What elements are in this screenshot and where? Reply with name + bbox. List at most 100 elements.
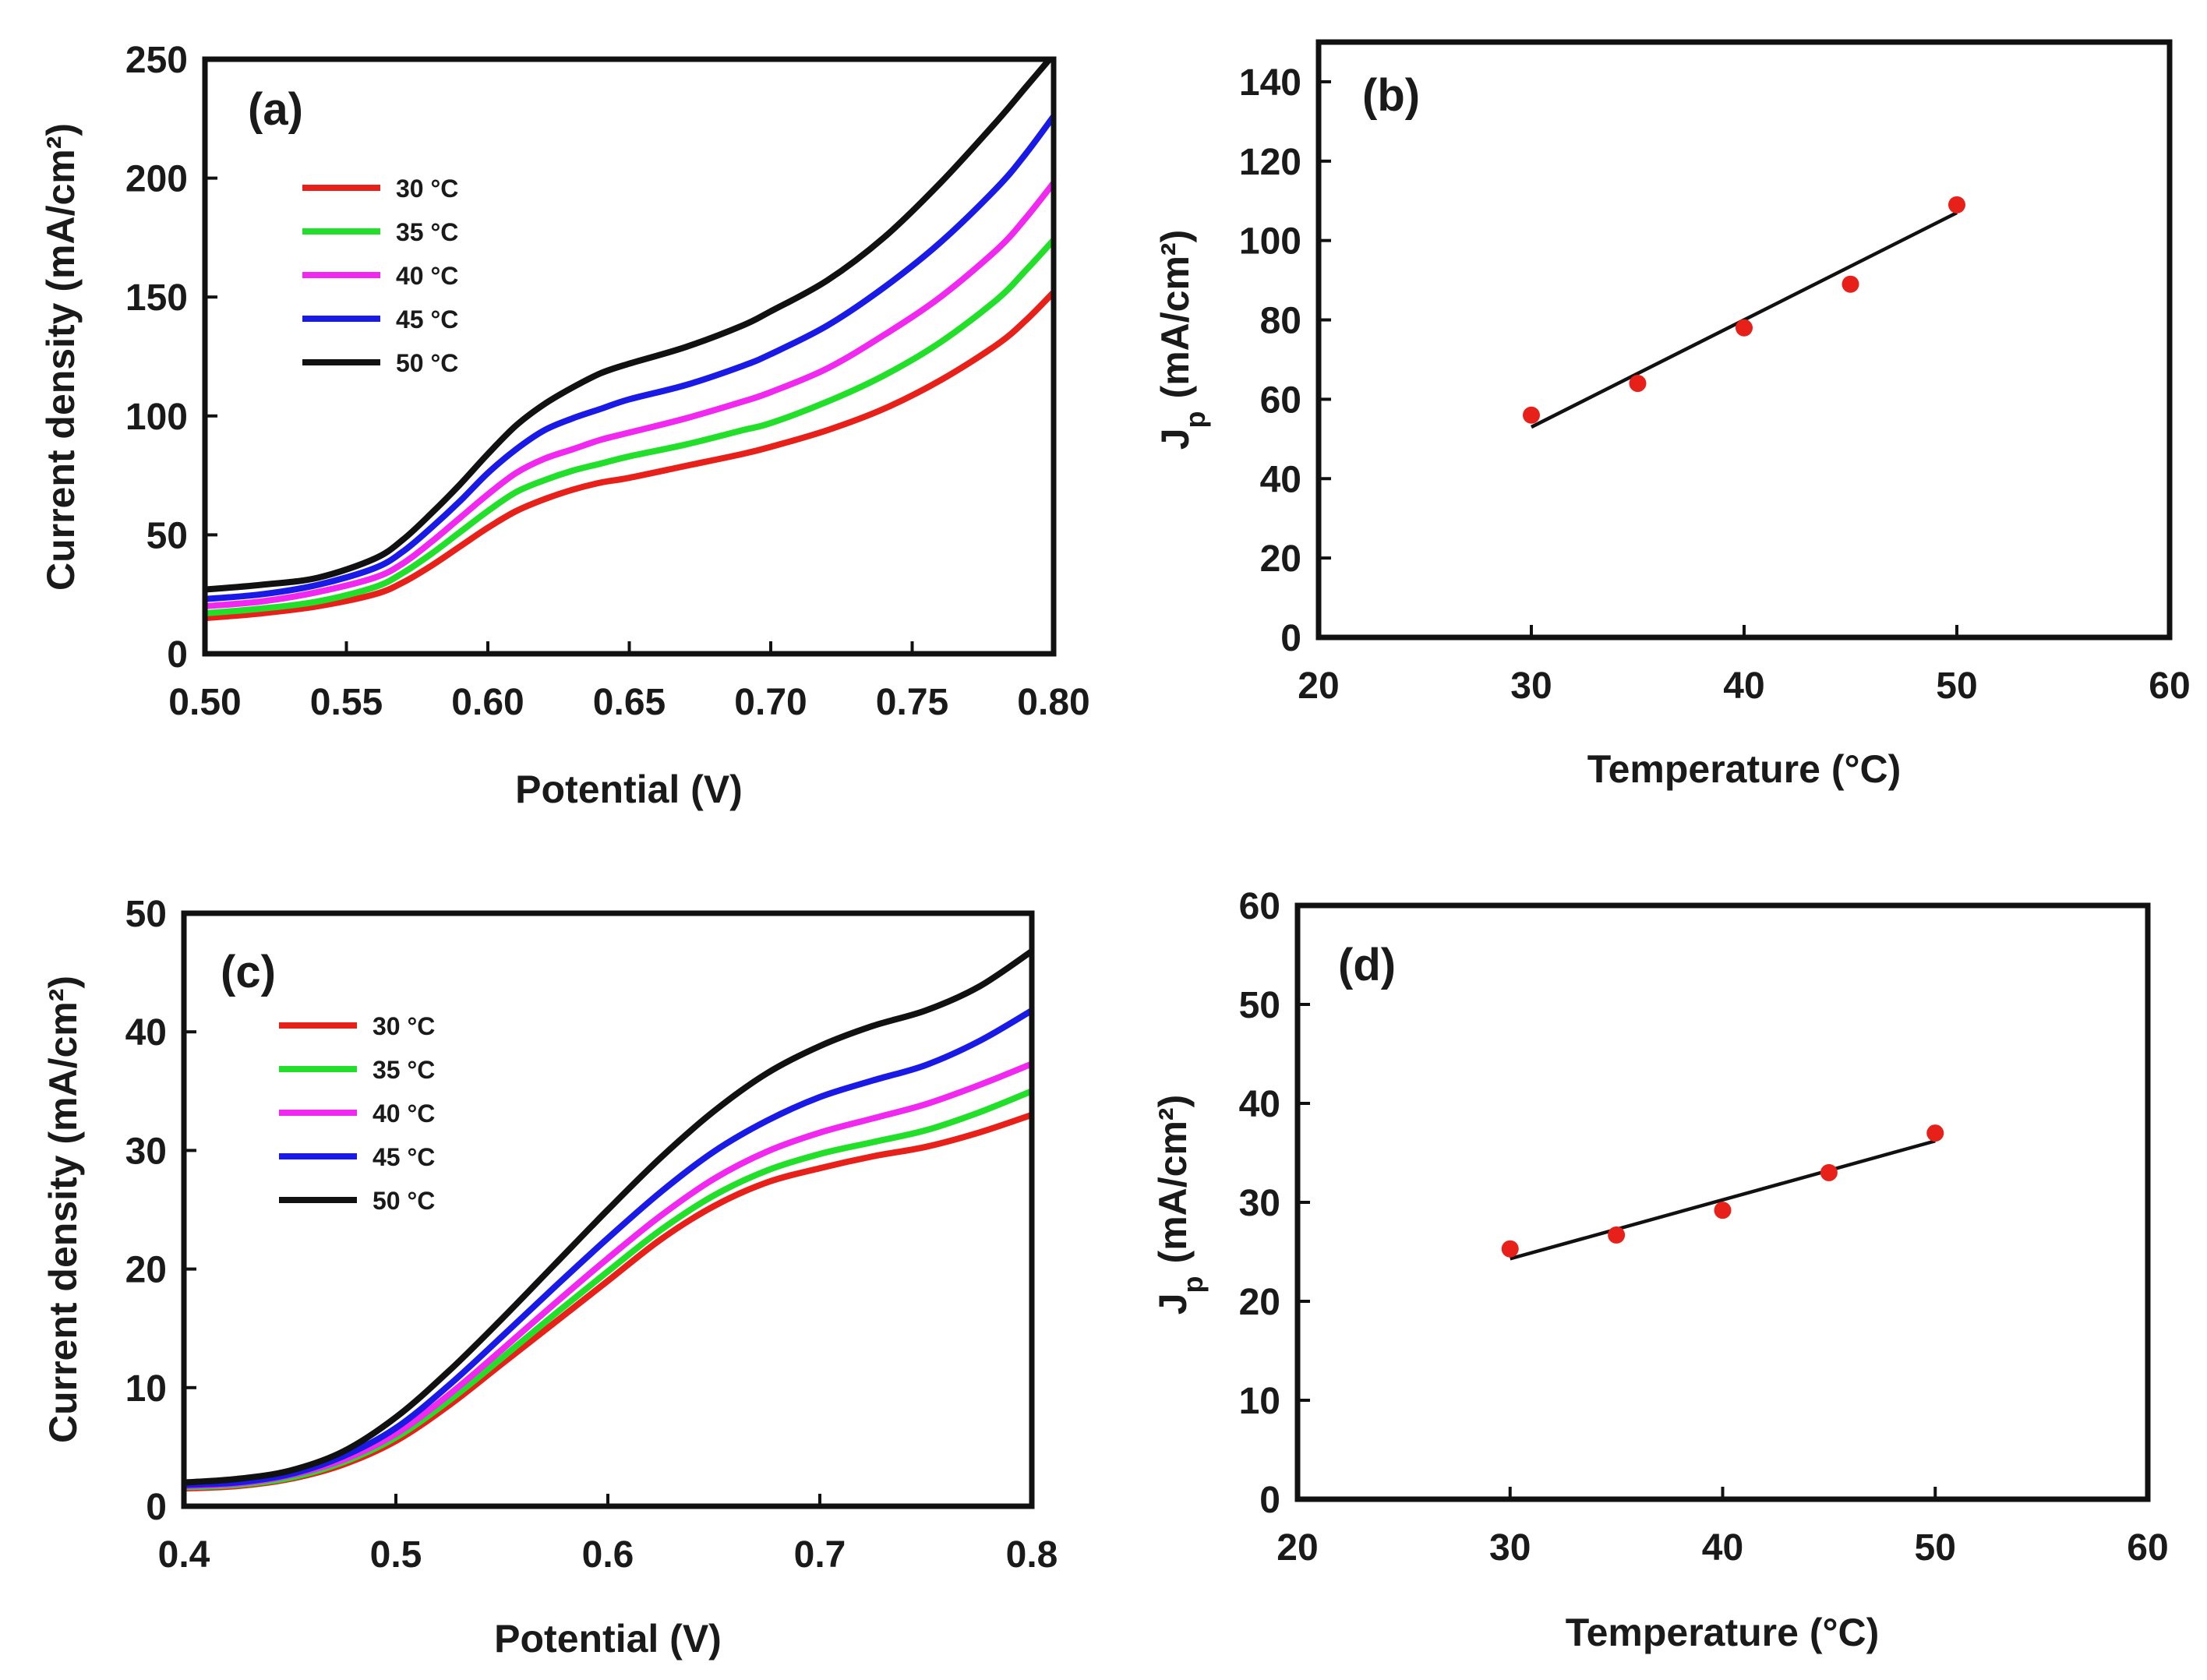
plot-frame-d [1294, 902, 2151, 1502]
y-tick-label-b: 20 [1260, 538, 1301, 580]
data-point-b-4 [1948, 196, 1965, 214]
panel-label-d: (d) [1338, 940, 1396, 990]
y-axis-label-sub-b: p [1179, 411, 1211, 428]
data-point-b-2 [1736, 319, 1753, 337]
data-point-b-3 [1842, 275, 1859, 293]
y-tick-label-b: 0 [1280, 618, 1301, 659]
x-tick-label-a: 0.60 [451, 682, 524, 723]
x-tick-label-b: 60 [2149, 665, 2190, 707]
panel-label-c: (c) [221, 947, 276, 997]
x-tick-label-b: 30 [1510, 665, 1552, 707]
y-tick-label-a: 100 [125, 397, 188, 438]
panel-label-b: (b) [1362, 70, 1420, 121]
x-tick-label-a: 0.55 [310, 682, 383, 723]
x-tick-label-d: 40 [1702, 1527, 1743, 1569]
series-line-a-0 [205, 290, 1054, 622]
y-tick-label-c: 20 [125, 1250, 167, 1291]
x-axis-label-d: Temperature (°C) [1566, 1611, 1879, 1654]
plot-frame-a [202, 56, 1057, 657]
legend-label-c-3: 45 °C [373, 1143, 435, 1171]
y-tick-label-d: 60 [1239, 886, 1280, 927]
data-point-b-1 [1629, 375, 1647, 393]
data-point-d-4 [1926, 1124, 1944, 1142]
y-tick-label-c: 50 [125, 894, 167, 935]
x-tick-label-c: 0.8 [1006, 1534, 1058, 1576]
x-tick-label-c: 0.5 [370, 1534, 422, 1576]
fit-line-d [1510, 1139, 1936, 1261]
y-axis-label-rest-b: (mA/cm²) [1153, 230, 1197, 399]
legend-label-c-4: 50 °C [373, 1187, 435, 1215]
legend-label-c-2: 40 °C [373, 1099, 435, 1128]
plot-frame-b [1315, 39, 2173, 641]
legend-label-a-0: 30 °C [396, 175, 458, 203]
data-point-d-0 [1501, 1240, 1519, 1258]
legend-label-c-0: 30 °C [373, 1012, 435, 1040]
y-tick-label-d: 0 [1259, 1480, 1280, 1521]
y-tick-label-a: 50 [147, 515, 188, 556]
legend-c: 30 °C 35 °C 40 °C 45 °C 50 °C [279, 1012, 435, 1215]
x-tick-label-d: 60 [2127, 1527, 2168, 1569]
y-axis-label-rest-d: (mA/cm²) [1151, 1095, 1195, 1264]
x-tick-label-a: 0.50 [168, 682, 241, 723]
y-tick-label-c: 10 [125, 1368, 167, 1410]
y-tick-label-b: 40 [1260, 459, 1301, 500]
series-line-a-1 [205, 238, 1054, 617]
x-tick-label-a: 0.75 [876, 682, 948, 723]
legend-label-a-3: 45 °C [396, 305, 458, 334]
x-tick-label-b: 50 [1936, 665, 1977, 707]
x-tick-label-c: 0.6 [582, 1534, 634, 1576]
panel-d: 20 30 40 50 60 0 10 20 30 40 50 60 Jp (mA/cm²) (d) Temp… [1151, 886, 2169, 1654]
series-line-a-2 [205, 181, 1054, 609]
y-tick-label-a: 0 [167, 634, 188, 676]
y-tick-label-b: 140 [1239, 62, 1301, 104]
y-tick-label-b: 80 [1260, 301, 1301, 342]
x-tick-label-a: 0.65 [593, 682, 666, 723]
y-tick-label-d: 20 [1239, 1282, 1280, 1323]
y-tick-label-d: 50 [1239, 985, 1280, 1026]
data-point-d-1 [1608, 1226, 1626, 1244]
x-tick-label-a: 0.80 [1017, 682, 1089, 723]
panel-label-a: (a) [248, 84, 303, 135]
y-tick-label-c: 40 [125, 1012, 167, 1054]
y-tick-label-b: 120 [1239, 142, 1301, 183]
y-tick-label-d: 10 [1239, 1381, 1280, 1422]
series-line-a-4 [205, 59, 1054, 593]
data-point-d-2 [1714, 1202, 1732, 1219]
y-tick-label-d: 40 [1239, 1084, 1280, 1125]
panel-a: 0.50 0.55 0.60 0.65 0.70 0.75 0.80 0 50 100 150 200… [39, 40, 1090, 811]
legend-label-a-1: 35 °C [396, 218, 458, 246]
y-tick-label-c: 0 [146, 1487, 167, 1528]
y-axis-label-b: Jp (mA/cm²) [1153, 230, 1211, 450]
data-point-d-3 [1820, 1163, 1838, 1181]
data-point-b-0 [1523, 406, 1540, 424]
y-axis-label-main-d: J [1151, 1293, 1195, 1315]
y-axis-label-main-b: J [1153, 428, 1197, 450]
panel-b: 20 30 40 50 60 0 20 40 60 80 100 120 140 Jp (mA/cm²) (b… [1153, 39, 2191, 791]
x-axis-label-a: Potential (V) [515, 768, 743, 811]
x-tick-label-a: 0.70 [734, 682, 807, 723]
y-tick-label-c: 30 [125, 1131, 167, 1172]
legend-label-a-4: 50 °C [396, 349, 458, 377]
series-line-c-3 [184, 1008, 1032, 1488]
panel-c: 0.4 0.5 0.6 0.7 0.8 0 10 20 30 40 50 30 °C 35 °C 40 °… [41, 894, 1058, 1661]
legend-label-c-1: 35 °C [373, 1056, 435, 1084]
x-tick-label-c: 0.7 [794, 1534, 846, 1576]
y-axis-label-sub-d: p [1177, 1276, 1209, 1293]
y-tick-label-b: 60 [1260, 379, 1301, 421]
x-tick-label-d: 30 [1489, 1527, 1531, 1569]
y-tick-label-d: 30 [1239, 1183, 1280, 1224]
x-tick-label-d: 50 [1915, 1527, 1956, 1569]
x-tick-label-b: 40 [1723, 665, 1764, 707]
y-tick-label-a: 250 [125, 40, 188, 81]
legend-label-a-2: 40 °C [396, 262, 458, 290]
y-tick-label-b: 100 [1239, 221, 1301, 263]
y-axis-label-d: Jp (mA/cm²) [1151, 1095, 1209, 1315]
legend-a: 30 °C 35 °C 40 °C 45 °C 50 °C [302, 175, 458, 377]
x-tick-label-c: 0.4 [158, 1534, 210, 1576]
y-axis-label-a: Current density (mA/cm²) [39, 123, 83, 591]
y-tick-label-a: 150 [125, 277, 188, 319]
series-line-a-3 [205, 114, 1054, 602]
y-axis-label-c: Current density (mA/cm²) [41, 976, 85, 1443]
y-tick-label-a: 200 [125, 159, 188, 200]
